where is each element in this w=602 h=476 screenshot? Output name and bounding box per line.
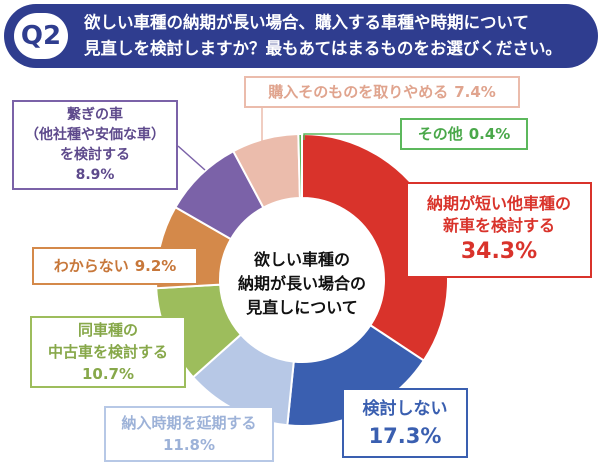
callout-wakaranai: わからない 9.2% [32,247,198,285]
callout-tsunagi-line-1: 繋ぎの車 [67,107,123,123]
callout-tsunagi-line-3: を検討する [60,147,130,163]
callout-enki-line-1: 納入時期を延期する [121,414,257,432]
callout-chuko: 同車種の 中古車を検討する 10.7% [30,316,186,388]
callout-shinsha-line-1: 納期が短い他車種の [426,194,571,213]
leader-tsunagi [177,145,206,171]
callout-chuko-pct: 10.7% [81,365,135,383]
callout-chuko-line-1: 同車種の [77,321,138,339]
center-label-line-1: 欲しい車種の [253,250,350,269]
callout-shinsha-pct: 34.3% [460,239,538,264]
callout-sonota-pct: 0.4% [468,125,511,143]
callout-kentou-shinai: 検討しない 17.3% [342,388,468,458]
callout-tsunagi: 繋ぎの車 （他社種や安価な車） を検討する 8.9% [12,100,178,190]
center-label: 欲しい車種の 納期が長い場合の 見直しについて [222,248,382,320]
question-line-2: 見直しを検討しますか？最もあてはまるものをお選びください。 [84,39,562,58]
question-line-1: 欲しい車種の納期が長い場合、購入する車種や時期について [84,13,530,32]
callout-wakaranai-pct: 9.2% [134,257,177,275]
center-label-line-3: 見直しについて [246,298,358,317]
pie-slice-8 [297,132,303,200]
callout-tsunagi-line-2: （他社種や安価な車） [25,127,165,143]
callout-shinsha: 納期が短い他車種の 新車を検討する 34.3% [406,182,592,278]
callout-enki: 納入時期を延期する 11.8% [104,406,274,462]
callout-toriyame-pct: 7.4% [454,83,496,101]
center-label-line-2: 納期が長い場合の [237,274,366,293]
leader-sonota [303,133,400,140]
question-badge: Q2 [14,13,68,59]
callout-kentou-shinai-pct: 17.3% [368,424,442,448]
callout-toriyame: 購入そのものを取りやめる 7.4% [244,76,520,108]
callout-sonota: その他 0.4% [400,118,528,150]
callout-tsunagi-pct: 8.9% [75,167,115,183]
callout-wakaranai-line-1: わからない [53,257,129,275]
callout-toriyame-line-1: 購入そのものを取りやめる [268,83,449,101]
question-header: Q2 欲しい車種の納期が長い場合、購入する車種や時期について 見直しを検討します… [4,4,598,68]
callout-kentou-shinai-line-1: 検討しない [362,399,448,419]
callout-enki-pct: 11.8% [162,436,216,454]
question-text: 欲しい車種の納期が長い場合、購入する車種や時期について 見直しを検討しますか？最… [84,10,590,62]
callout-chuko-line-2: 中古車を検討する [47,343,168,361]
callout-sonota-line-1: その他 [417,125,463,143]
callout-shinsha-line-2: 新車を検討する [442,216,555,235]
